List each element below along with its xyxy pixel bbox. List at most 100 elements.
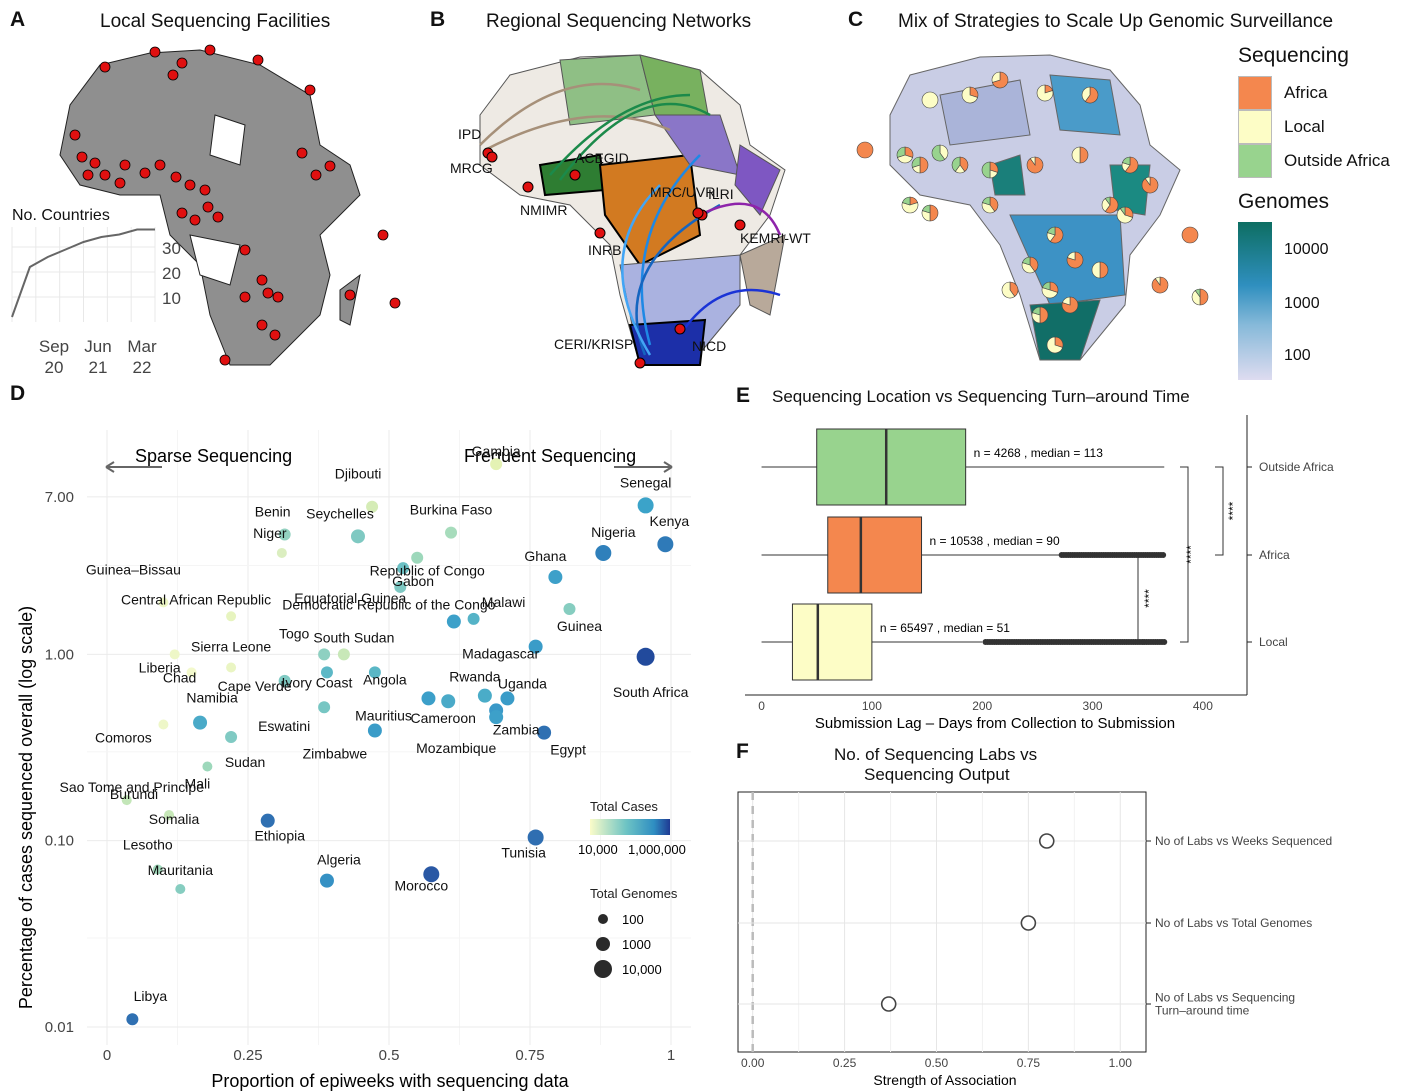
facility-site-marker <box>99 61 111 73</box>
pie-slice <box>897 154 913 164</box>
e-sig-label: **** <box>1226 501 1240 520</box>
d-legend-genomes-label: 100 <box>622 912 644 927</box>
strategy-pie <box>911 156 929 174</box>
strategy-pie <box>1031 306 1049 324</box>
d-point-label: Niger <box>253 525 287 541</box>
f-ytick: No of Labs vs Total Genomes <box>1155 916 1312 930</box>
d-point-label: Sierra Leone <box>191 638 271 654</box>
legend-genomes-tick: 1000 <box>1284 295 1320 312</box>
d-point-label: Zambia <box>493 721 540 737</box>
d-arrow-left-label: Sparse Sequencing <box>135 446 292 466</box>
pie-slice <box>951 156 961 172</box>
d-point-label: South Sudan <box>313 629 394 645</box>
d-point <box>175 884 186 895</box>
d-point-label: Ivory Coast <box>282 674 353 690</box>
facility-site-marker <box>114 177 126 189</box>
d-point-label: Togo <box>279 625 310 641</box>
d-point <box>318 701 331 714</box>
d-point-label: Senegal <box>620 474 671 490</box>
d-ytick: 0.10 <box>45 833 74 850</box>
facility-site-marker <box>204 44 216 56</box>
facility-site-marker <box>304 84 316 96</box>
facility-site-marker <box>296 147 308 159</box>
pie-slice <box>1032 306 1041 316</box>
f-point <box>880 996 897 1012</box>
strategy-pie <box>1121 156 1139 174</box>
pie-slice <box>1099 261 1109 279</box>
d-point-label: Mozambique <box>416 740 496 756</box>
pie-slice <box>1116 208 1133 224</box>
d-point <box>158 597 169 608</box>
d-point <box>595 544 612 561</box>
d-point <box>121 795 132 806</box>
d-point-label: South Africa <box>613 684 689 700</box>
f-xtick: 0.50 <box>925 1056 949 1070</box>
d-legend-cases-tick: 1,000,000 <box>628 842 686 857</box>
f-ytick: No of Labs vs Sequencing <box>1155 991 1295 1005</box>
facility-site-marker <box>389 297 401 309</box>
hub-marker <box>692 207 704 219</box>
facility-site-marker <box>344 289 356 301</box>
pie-slice <box>1084 86 1099 104</box>
d-point-label: Eswatini <box>258 718 310 734</box>
e-xtick: 0 <box>758 699 765 713</box>
d-xtick: 1 <box>667 1047 675 1064</box>
pie-slice <box>911 156 921 168</box>
facility-site-marker <box>310 169 322 181</box>
e-ytick: Local <box>1259 635 1288 649</box>
facility-site-marker <box>239 291 251 303</box>
d-point-label: Central African Republic <box>121 591 271 607</box>
d-point <box>467 612 480 625</box>
d-point <box>421 691 436 706</box>
d-point <box>350 529 365 544</box>
facility-site-marker <box>82 169 94 181</box>
pie-slice <box>856 141 874 159</box>
pie-slice <box>1194 288 1201 298</box>
legend-genomes-ticks: 10000 1000 100 <box>1272 222 1332 380</box>
d-legend-genomes-label: 1000 <box>622 937 651 952</box>
e-sig-label: **** <box>1184 545 1198 564</box>
strategy-pie <box>1081 86 1099 104</box>
hub-label: CERI/KRISP <box>554 336 633 352</box>
facility-site-marker <box>272 291 284 303</box>
d-point <box>657 536 674 553</box>
strategy-pie <box>1116 206 1134 224</box>
d-point-label: Seychelles <box>306 505 374 521</box>
pie-slice <box>901 202 919 214</box>
pie-slice <box>1081 86 1091 102</box>
d-point <box>637 497 654 514</box>
d-point <box>397 562 410 575</box>
d-point <box>411 551 424 564</box>
pie-slice <box>1119 206 1126 216</box>
d-point-label: Zimbabwe <box>303 746 368 762</box>
d-legend-genomes-dot <box>594 960 612 978</box>
d-point-label: Guinea <box>557 618 602 634</box>
hub-marker <box>734 219 746 231</box>
d-point <box>186 667 197 678</box>
legend-genomes-tick: 100 <box>1284 347 1311 364</box>
pie-slice <box>922 204 931 214</box>
facility-site-marker <box>256 274 268 286</box>
pie-slice <box>1009 281 1019 297</box>
d-arrow-left <box>105 461 162 473</box>
panel-f-title-line2: Sequencing Output <box>864 765 1010 784</box>
d-point <box>394 580 407 593</box>
d-legend-genomes-dot <box>596 937 610 951</box>
d-point-label: Somalia <box>149 811 200 827</box>
hub-marker <box>522 181 534 193</box>
strategy-pie <box>961 86 979 104</box>
d-ylabel: Percentage of cases sequenced overall (l… <box>16 606 36 1009</box>
hub-marker <box>594 227 606 239</box>
pie-slice <box>1049 226 1064 244</box>
hub-marker <box>674 323 686 335</box>
e-box <box>827 516 923 594</box>
d-point <box>527 829 544 846</box>
facility-site-marker <box>189 214 201 226</box>
panel-d-scatter: 0 0.25 0.5 0.75 1 0.01 0.10 1.00 7.00 Proportion … <box>16 430 691 1091</box>
facility-site-marker <box>119 159 131 171</box>
facility-site-marker <box>167 69 179 81</box>
facility-site-marker <box>69 129 81 141</box>
panel-b-letter: B <box>430 8 446 31</box>
d-point-label: Guinea–Bissau <box>86 561 181 577</box>
facility-site-marker <box>252 54 264 66</box>
